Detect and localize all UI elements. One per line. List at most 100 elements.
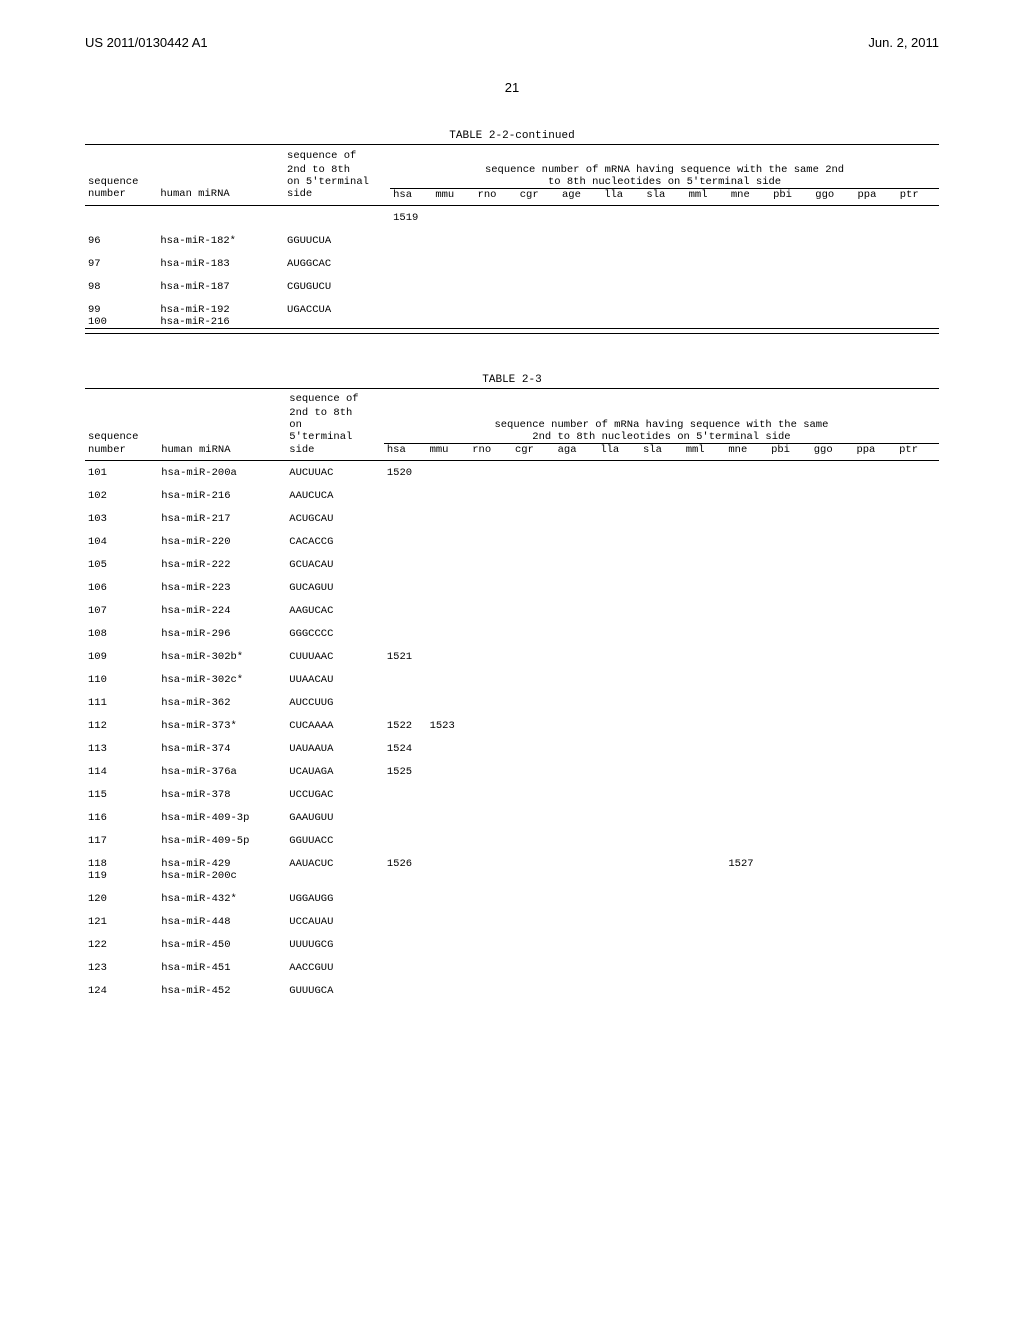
row-mmu (427, 882, 470, 905)
table-row: 102hsa-miR-216AAUCUCA (85, 479, 939, 502)
row-num: 96 (85, 224, 157, 247)
row-hsa (384, 778, 427, 801)
row-seed: AUGGCAC (284, 247, 390, 270)
row-seed (284, 316, 390, 329)
row-hsa (384, 905, 427, 928)
right-header-line2: to 8th nucleotides on 5'terminal side (390, 176, 939, 189)
table2-title: TABLE 2-3 (85, 374, 939, 386)
row-mmu (427, 824, 470, 847)
row-hsa (384, 824, 427, 847)
row-mmu (427, 617, 470, 640)
table-row: 117hsa-miR-409-5pGGUUACC (85, 824, 939, 847)
table-row: 113hsa-miR-374UAUAAUA1524 (85, 732, 939, 755)
row-seed: UGGAUGG (286, 882, 384, 905)
row-hsa (384, 571, 427, 594)
row-mne (725, 951, 768, 974)
row-mirna: hsa-miR-200a (158, 461, 286, 480)
row-mirna: hsa-miR-216 (157, 316, 284, 329)
row-mirna: hsa-miR-409-3p (158, 801, 286, 824)
table-row: 111hsa-miR-362AUCCUUG (85, 686, 939, 709)
row-seed: ACUGCAU (286, 502, 384, 525)
row-mirna: hsa-miR-452 (158, 974, 286, 997)
row-mmu (427, 928, 470, 951)
table-row: 96 hsa-miR-182* GGUUCUA (85, 224, 939, 247)
sp-sla: sla (643, 188, 685, 205)
row-mirna: hsa-miR-302b* (158, 640, 286, 663)
row-seed: AACCGUU (286, 951, 384, 974)
page-header: US 2011/0130442 A1 Jun. 2, 2011 (85, 35, 939, 50)
row-hsa: 1524 (384, 732, 427, 755)
row-mmu (427, 755, 470, 778)
sp-lla: lla (601, 188, 643, 205)
sp2-pbi: pbi (768, 444, 811, 461)
row-mmu (427, 548, 470, 571)
table-row: 116hsa-miR-409-3pGAAUGUU (85, 801, 939, 824)
sequence2-label: sequence (85, 431, 158, 444)
row-hsa (384, 548, 427, 571)
row-mirna: hsa-miR-429 (158, 847, 286, 870)
row-num: 104 (85, 525, 158, 548)
row-hsa (384, 479, 427, 502)
col-human-mirna: human miRNA (157, 188, 284, 205)
table-row: 101hsa-miR-200aAUCUUAC1520 (85, 461, 939, 480)
row-mirna: hsa-miR-302c* (158, 663, 286, 686)
row-seed: UUAACAU (286, 663, 384, 686)
row-mirna: hsa-miR-192 (157, 293, 284, 316)
row-hsa (384, 870, 427, 882)
doc-id: US 2011/0130442 A1 (85, 35, 208, 50)
row-num: 98 (85, 270, 157, 293)
row-mirna: hsa-miR-450 (158, 928, 286, 951)
row-num: 107 (85, 594, 158, 617)
row-num: 122 (85, 928, 158, 951)
row-num: 124 (85, 974, 158, 997)
table-row: 110hsa-miR-302c*UUAACAU (85, 663, 939, 686)
row-mmu (427, 905, 470, 928)
row-mne: 1527 (725, 847, 768, 870)
row-num: 117 (85, 824, 158, 847)
row-hsa (384, 502, 427, 525)
row-seed: GCUACAU (286, 548, 384, 571)
col2-number: number (85, 444, 158, 461)
row-mne (725, 594, 768, 617)
row-mirna: hsa-miR-432* (158, 882, 286, 905)
row-mmu (427, 847, 470, 870)
row-hsa (384, 594, 427, 617)
row-mirna: hsa-miR-362 (158, 686, 286, 709)
row-hsa (384, 617, 427, 640)
seed2-line2: 2nd to 8th (286, 407, 384, 419)
row-mne (725, 686, 768, 709)
sp2-rno: rno (469, 444, 512, 461)
table-row: 100 hsa-miR-216 (85, 316, 939, 329)
row-num: 101 (85, 461, 158, 480)
table-row: 118hsa-miR-429AAUACUC15261527 (85, 847, 939, 870)
row-mne (725, 461, 768, 480)
row-mirna: hsa-miR-374 (158, 732, 286, 755)
row-mirna: hsa-miR-448 (158, 905, 286, 928)
row-hsa (384, 525, 427, 548)
row-mmu (427, 801, 470, 824)
col2-human-mirna: human miRNA (158, 444, 286, 461)
table-row: 121hsa-miR-448UCCAUAU (85, 905, 939, 928)
row-mirna: hsa-miR-296 (158, 617, 286, 640)
seed-header-line1: sequence of (284, 146, 390, 164)
seed-header-line3: on 5'terminal (284, 176, 390, 189)
row-num: 99 (85, 293, 157, 316)
row-mne (725, 709, 768, 732)
row-num: 115 (85, 778, 158, 801)
row-hsa (384, 686, 427, 709)
row-mmu (427, 461, 470, 480)
table-row: 99 hsa-miR-192 UGACCUA (85, 293, 939, 316)
row-num: 112 (85, 709, 158, 732)
row-mne (725, 882, 768, 905)
table-row: 123hsa-miR-451AACCGUU (85, 951, 939, 974)
sp2-lla: lla (597, 444, 640, 461)
table-row: 120hsa-miR-432*UGGAUGG (85, 882, 939, 905)
row-num: 103 (85, 502, 158, 525)
row-mmu (427, 732, 470, 755)
table-row: 115hsa-miR-378UCCUGAC (85, 778, 939, 801)
sp-ggo: ggo (812, 188, 854, 205)
row-mirna: hsa-miR-187 (157, 270, 284, 293)
t1-first-val: 1519 (390, 205, 432, 224)
table-row: 108hsa-miR-296GGGCCCC (85, 617, 939, 640)
row-mne (725, 663, 768, 686)
